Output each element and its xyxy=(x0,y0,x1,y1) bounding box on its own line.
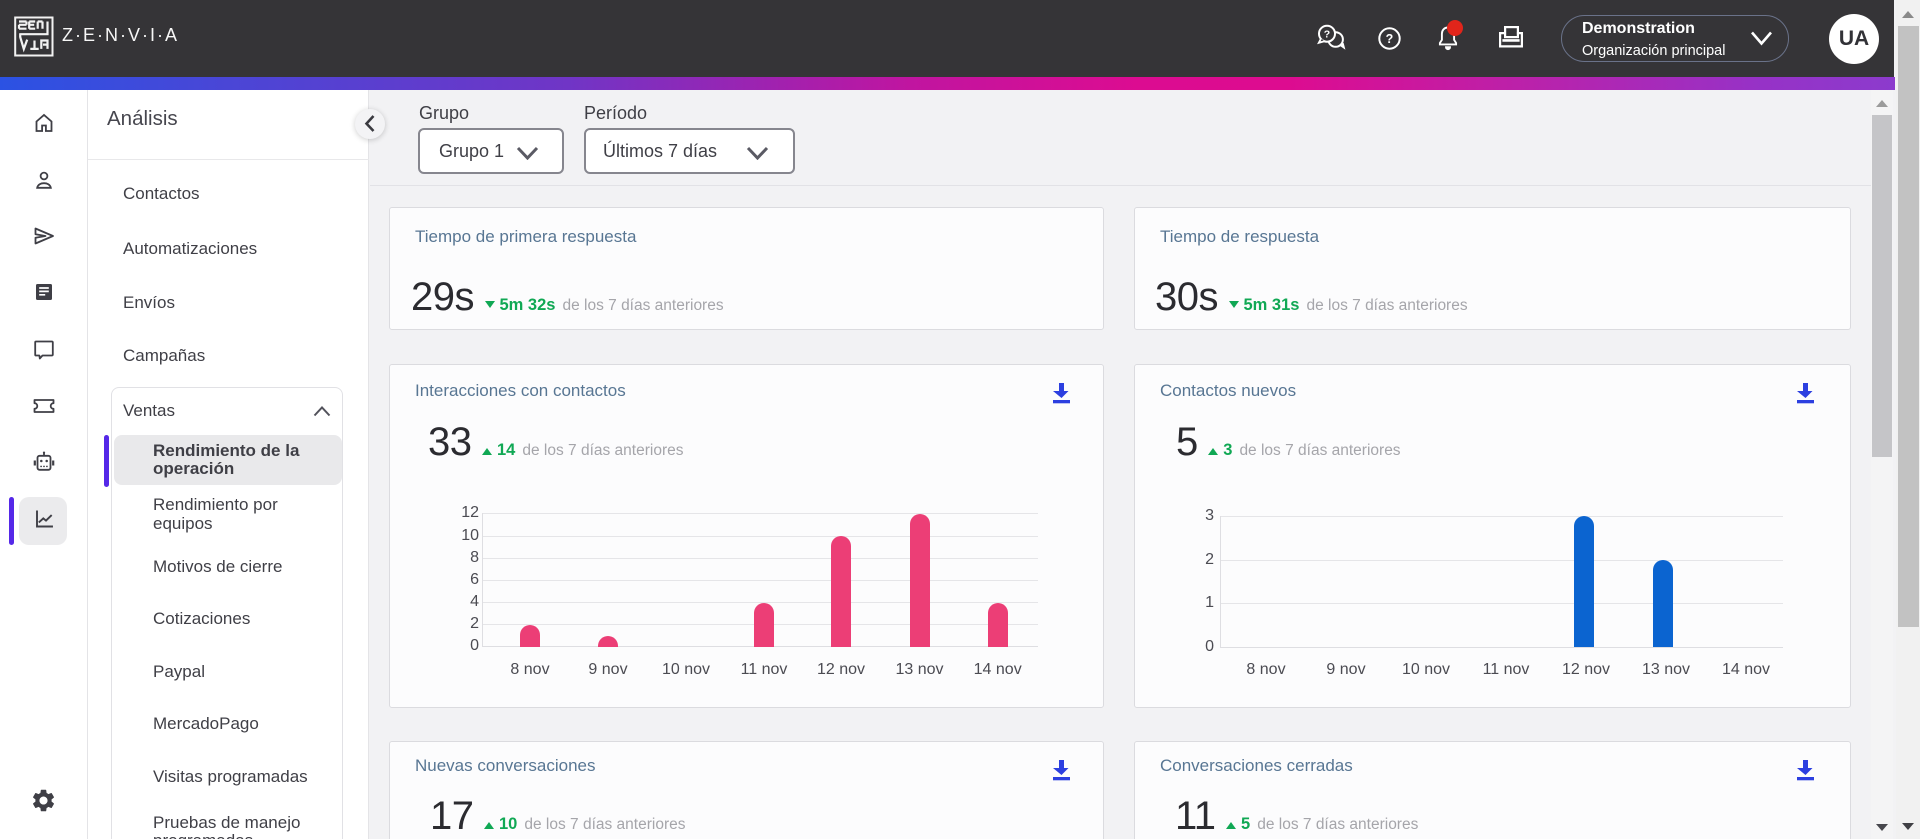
svg-text:?: ? xyxy=(1324,28,1330,40)
svg-text:?: ? xyxy=(1386,32,1394,46)
